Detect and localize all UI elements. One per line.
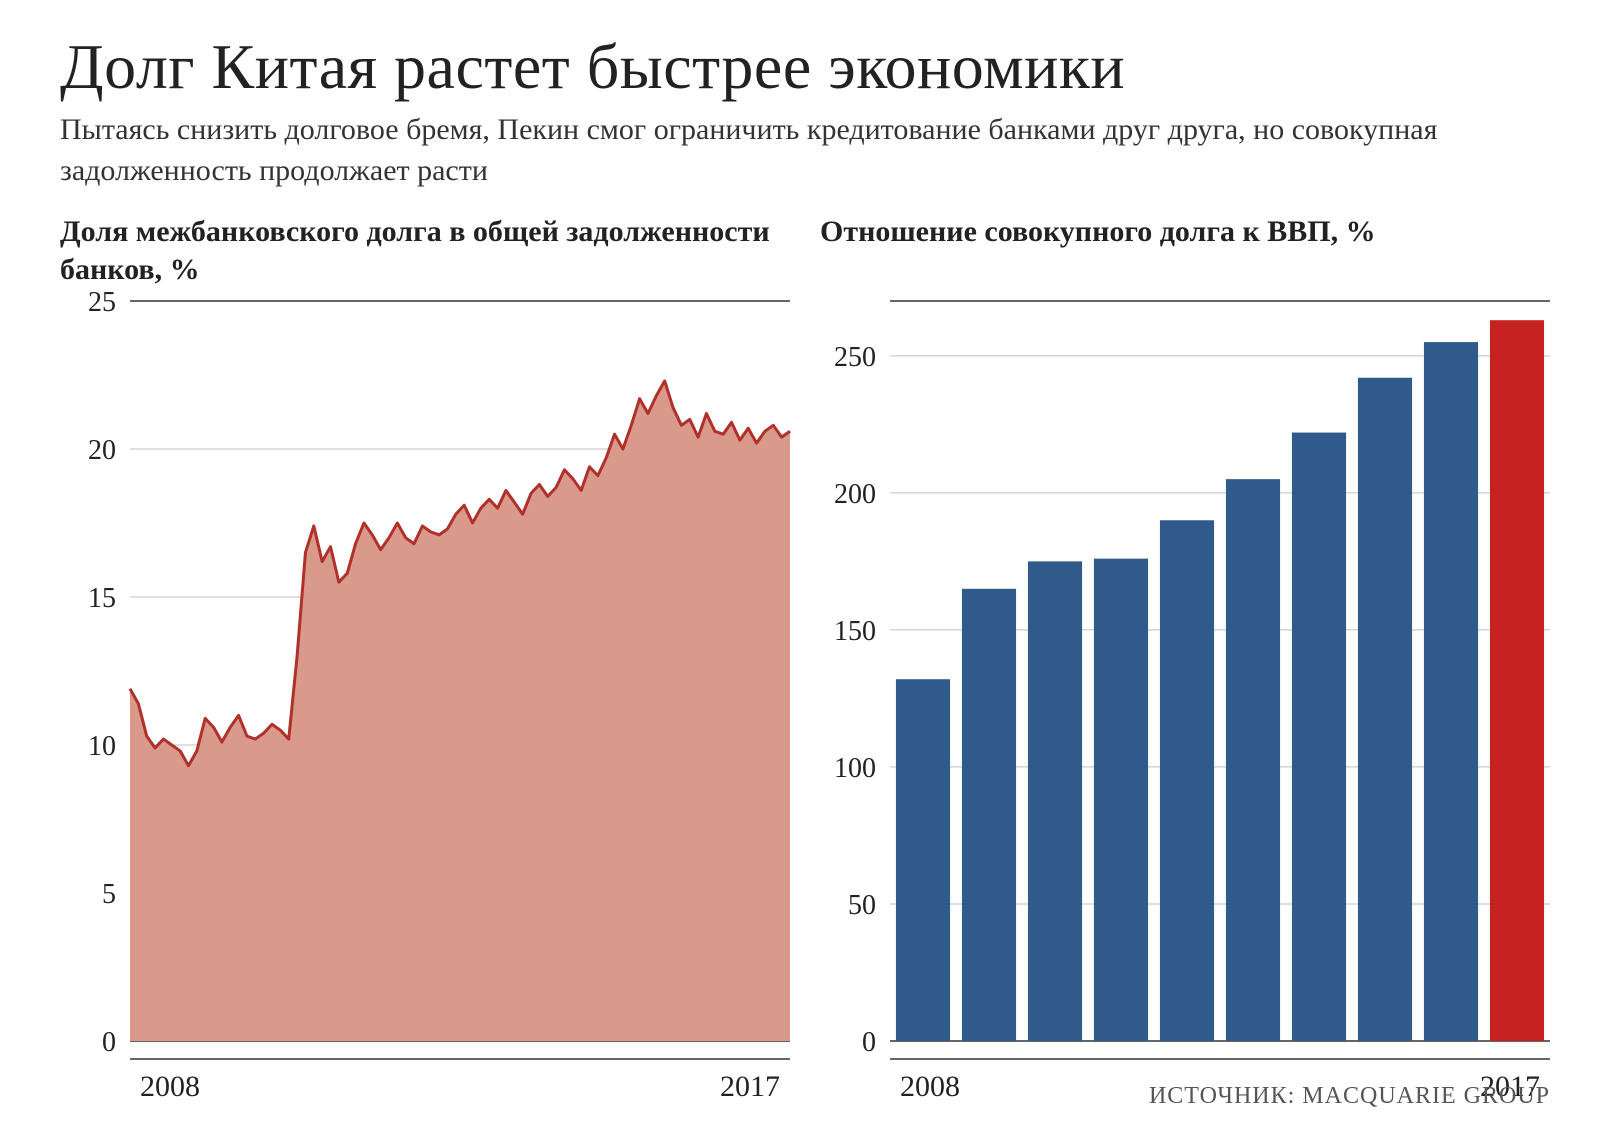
svg-text:0: 0 (102, 1027, 116, 1058)
svg-text:20: 20 (88, 435, 116, 466)
left-chart-title: Доля межбанковского долга в общей задолж… (60, 213, 800, 291)
svg-text:2017: 2017 (720, 1070, 780, 1101)
svg-text:2008: 2008 (900, 1070, 960, 1101)
svg-text:15: 15 (88, 583, 116, 614)
right-panel: Отношение совокупного долга к ВВП, % 0 50… (820, 213, 1560, 1101)
source-label: ИСТОЧНИК: MACQUARIE GROUP (1149, 1083, 1550, 1110)
svg-text:50: 50 (848, 890, 876, 921)
right-chart-title: Отношение совокупного долга к ВВП, % (820, 213, 1560, 291)
left-chart-svg: 0 5 10 15 20 25 2008 2017 (60, 291, 800, 1101)
svg-text:10: 10 (88, 731, 116, 762)
svg-text:250: 250 (834, 342, 876, 373)
left-panel: Доля межбанковского долга в общей задолж… (60, 213, 800, 1101)
svg-text:100: 100 (834, 753, 876, 784)
headline: Долг Китая растет быстрее экономики (60, 30, 1560, 104)
subhead: Пытаясь снизить долговое бремя, Пекин см… (60, 110, 1540, 191)
right-chart-body: 05010015020025020082017 (820, 291, 1560, 1101)
svg-text:150: 150 (834, 616, 876, 647)
page: Долг Китая растет быстрее экономики Пыта… (0, 0, 1600, 1128)
svg-text:0: 0 (862, 1027, 876, 1058)
svg-text:25: 25 (88, 291, 116, 318)
svg-text:2008: 2008 (140, 1070, 200, 1101)
left-chart-body: 0 5 10 15 20 25 2008 2017 (60, 291, 800, 1101)
charts-row: Доля межбанковского долга в общей задолж… (60, 213, 1560, 1101)
svg-text:200: 200 (834, 479, 876, 510)
right-chart-svg: 05010015020025020082017 (820, 291, 1560, 1101)
svg-text:5: 5 (102, 879, 116, 910)
